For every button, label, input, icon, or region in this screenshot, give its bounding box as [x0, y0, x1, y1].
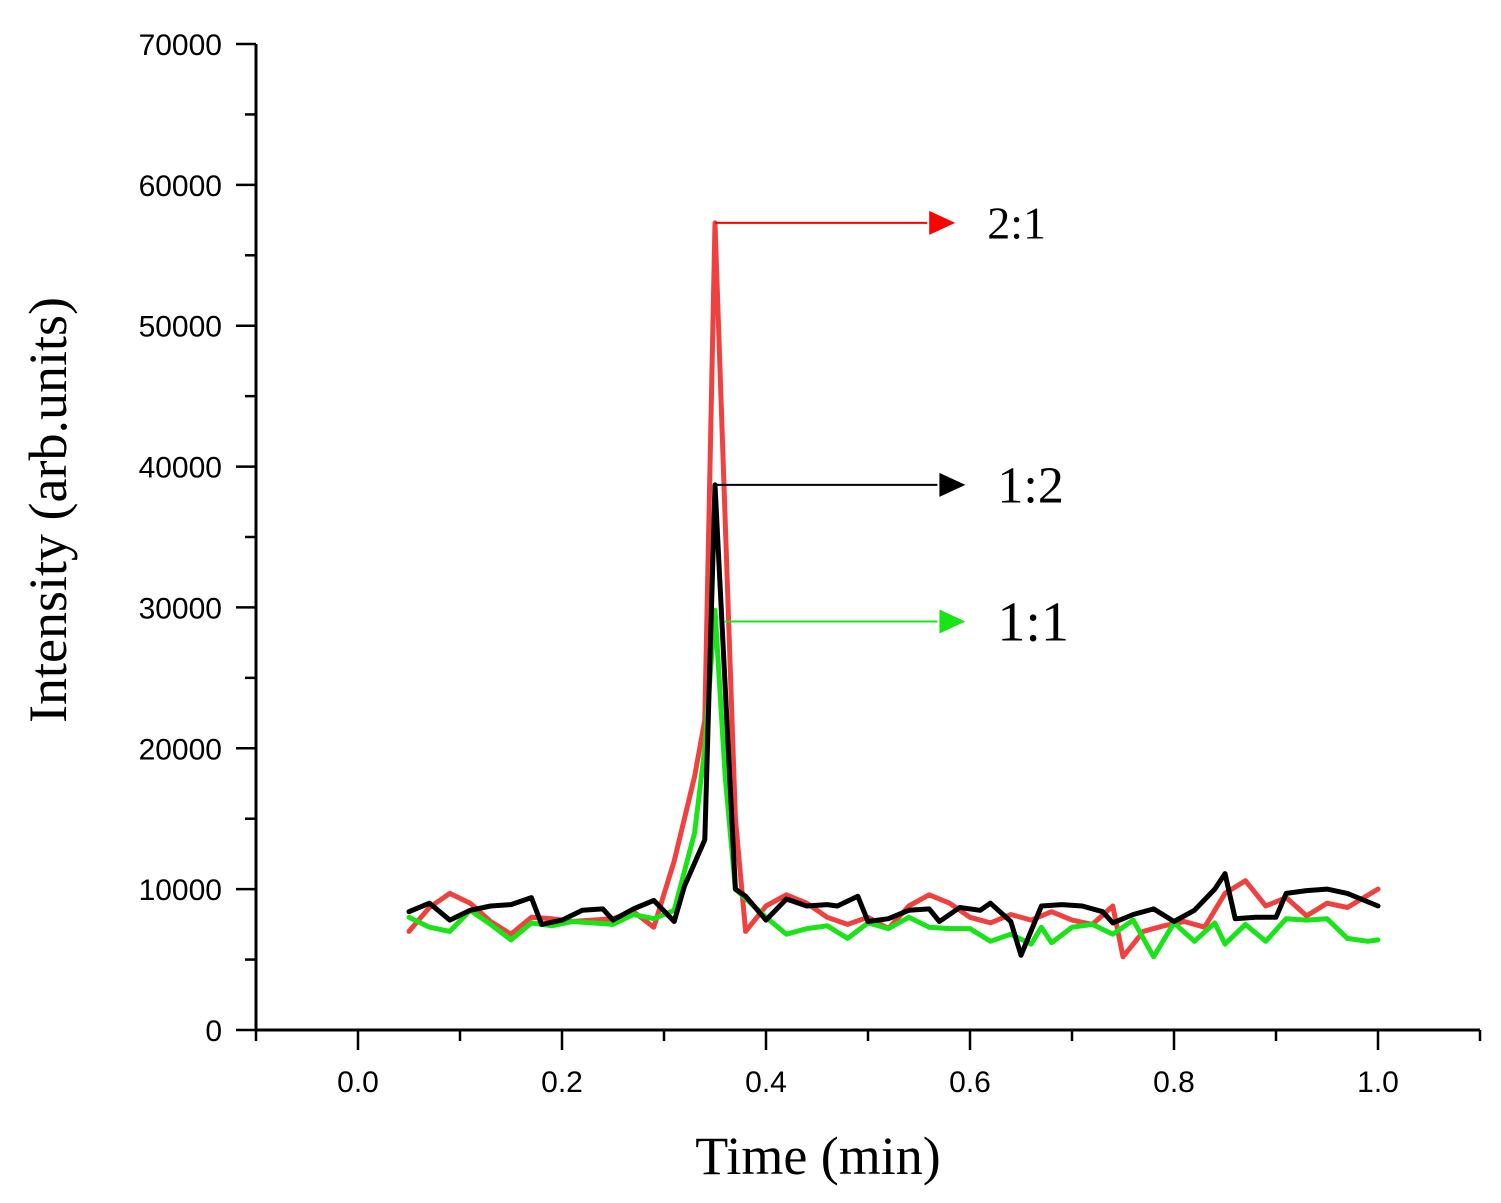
- y-tick-label: 20000: [139, 733, 222, 766]
- series-line-1-1: [406, 607, 1381, 960]
- y-tick-label: 0: [205, 1015, 222, 1048]
- y-tick-label: 50000: [139, 311, 222, 344]
- series-line-1-2: [406, 482, 1381, 958]
- annotation-label-2-1: 2:1: [987, 198, 1046, 249]
- x-tick-label: 0.8: [1153, 1066, 1195, 1099]
- annotation-label-1-1: 1:1: [997, 592, 1069, 654]
- y-tick-label: 70000: [139, 29, 222, 62]
- series-line-2-1: [406, 220, 1381, 960]
- annotation-layer: 2:1 1:2 1:1: [715, 198, 1069, 654]
- x-tick-label: 0.6: [949, 1066, 991, 1099]
- y-axis-title: Intensity (arb.units): [18, 297, 78, 723]
- y-tick-label: 30000: [139, 592, 222, 625]
- x-tick-label: 0.2: [541, 1066, 583, 1099]
- annotation-label-1-2: 1:2: [997, 458, 1063, 515]
- x-axis-title: Time (min): [695, 1126, 941, 1186]
- y-tick-label: 10000: [139, 874, 222, 907]
- series-layer: [406, 220, 1381, 960]
- x-tick-label: 0.0: [337, 1066, 379, 1099]
- x-tick-label: 0.4: [745, 1066, 787, 1099]
- annotation-arrowhead-2-1: [929, 210, 956, 235]
- y-tick-label: 60000: [139, 170, 222, 203]
- annotation-arrowhead-1-2: [939, 472, 966, 497]
- x-tick-label: 1.0: [1357, 1066, 1399, 1099]
- axes: 0 10000 20000 30000 40000 50000 60000 70000 0.0 0…: [139, 29, 1482, 1099]
- annotation-arrowhead-1-1: [939, 609, 966, 634]
- y-tick-label: 40000: [139, 452, 222, 485]
